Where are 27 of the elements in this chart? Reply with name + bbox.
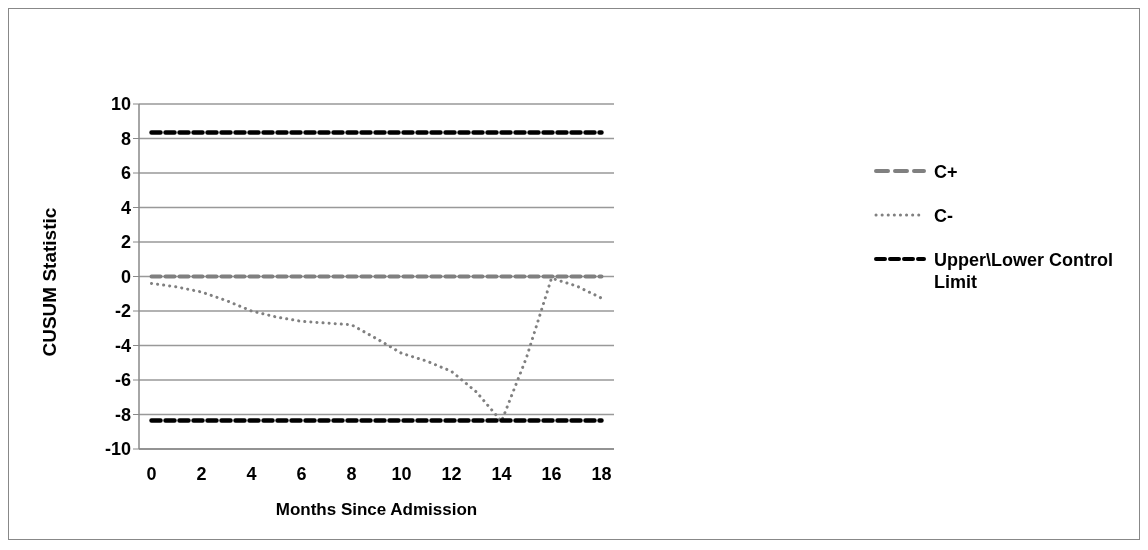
x-tick-label: 10 bbox=[391, 463, 412, 484]
x-tick-label: 14 bbox=[491, 463, 512, 484]
x-tick-label: 2 bbox=[196, 463, 207, 484]
legend-label: C- bbox=[934, 205, 953, 227]
x-tick-label: 16 bbox=[541, 463, 562, 484]
y-tick-label: -6 bbox=[114, 370, 131, 391]
y-tick-label: -4 bbox=[114, 335, 131, 356]
y-tick-label: 8 bbox=[120, 128, 131, 149]
y-tick-label: 0 bbox=[120, 266, 131, 287]
x-tick-label: 12 bbox=[441, 463, 462, 484]
x-tick-label: 4 bbox=[246, 463, 257, 484]
y-axis-title: CUSUM Statistic bbox=[38, 207, 60, 357]
y-tick-label: -2 bbox=[114, 301, 131, 322]
x-axis-title: Months Since Admission bbox=[275, 500, 478, 519]
x-tick-label: 18 bbox=[591, 463, 612, 484]
y-tick-label: 4 bbox=[120, 197, 131, 218]
y-tick-label: 6 bbox=[120, 163, 131, 184]
legend-label: Upper\Lower Control Limit bbox=[934, 249, 1114, 293]
x-tick-label: 8 bbox=[346, 463, 357, 484]
y-tick-label: 2 bbox=[120, 232, 131, 253]
legend-label: C+ bbox=[934, 161, 958, 183]
y-tick-label: -8 bbox=[114, 404, 131, 425]
x-tick-label: 0 bbox=[146, 463, 157, 484]
y-tick-label: 10 bbox=[110, 94, 131, 115]
y-tick-label: -10 bbox=[104, 439, 131, 460]
x-tick-label: 6 bbox=[296, 463, 307, 484]
line-series bbox=[150, 276, 603, 423]
